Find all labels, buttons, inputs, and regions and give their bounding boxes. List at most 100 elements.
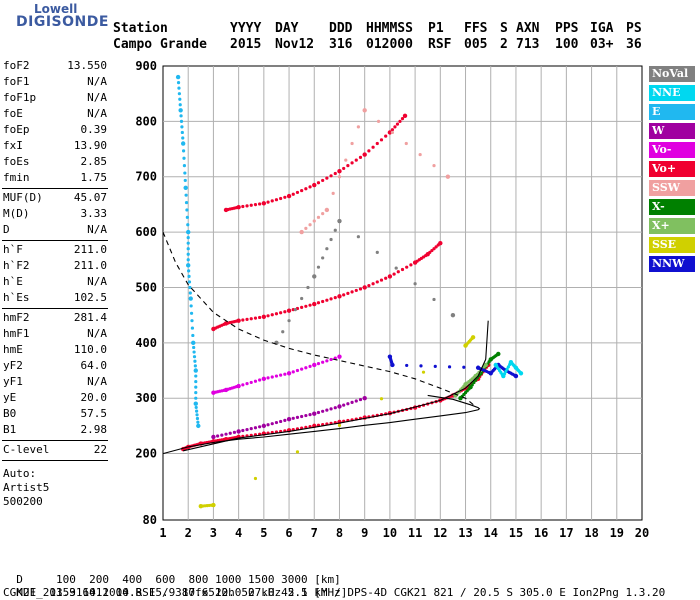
data-point <box>404 141 408 146</box>
data-point <box>321 299 325 304</box>
data-point <box>371 145 375 149</box>
data-point <box>270 199 274 203</box>
data-point <box>194 405 198 410</box>
data-point <box>181 136 185 140</box>
data-point <box>379 278 384 282</box>
data-point <box>188 291 192 295</box>
data-point <box>185 215 189 219</box>
param-key: h`F <box>3 243 23 256</box>
param-key: C-level <box>3 443 50 456</box>
data-point <box>286 193 292 199</box>
data-point <box>253 316 258 320</box>
data-point <box>261 314 267 320</box>
data-point <box>220 433 224 437</box>
param-separator <box>2 188 108 189</box>
x-tick-label: 1 <box>159 526 166 540</box>
data-point <box>236 318 241 323</box>
param-value: N/A <box>87 327 107 340</box>
data-point <box>379 397 384 401</box>
data-point <box>187 280 192 284</box>
data-point <box>190 326 195 330</box>
param-row: foF1 N/A <box>3 75 107 91</box>
data-point <box>196 420 200 424</box>
legend-item: W <box>649 123 695 139</box>
data-point <box>395 122 400 126</box>
y-tick-label: 400 <box>135 336 157 350</box>
data-point <box>367 284 371 288</box>
param-row: foE N/A <box>3 107 107 123</box>
data-point <box>387 274 393 279</box>
electron-density-profile <box>162 394 481 455</box>
data-point <box>428 250 432 254</box>
data-point <box>316 215 321 219</box>
param-value: 0.39 <box>80 123 108 136</box>
data-point <box>356 235 360 239</box>
data-point <box>300 367 304 371</box>
data-point <box>354 288 358 293</box>
data-point <box>270 422 274 426</box>
data-point <box>438 240 443 246</box>
x-tick-label: 10 <box>383 526 397 540</box>
data-point <box>329 357 333 362</box>
data-point <box>253 202 258 207</box>
header-col-value: 2015 <box>230 37 262 52</box>
data-point <box>325 359 329 363</box>
data-point <box>375 280 379 284</box>
logo-lowell: Lowell <box>34 2 78 16</box>
param-value: N/A <box>87 275 107 288</box>
data-point <box>283 372 287 376</box>
data-point <box>279 373 283 377</box>
param-key: h`F2 <box>3 259 30 272</box>
data-point <box>367 149 371 153</box>
data-point <box>384 276 388 280</box>
data-point <box>287 319 291 323</box>
data-point <box>433 364 437 368</box>
param-key: foF2 <box>3 59 30 72</box>
data-point <box>182 164 187 168</box>
distance-label: D <box>16 573 23 586</box>
header-col-label: PS <box>626 21 642 36</box>
header-col-value: 2 <box>500 37 508 52</box>
y-tick-label: 80 <box>143 513 157 527</box>
data-point <box>376 119 381 123</box>
data-point <box>337 354 342 359</box>
station-value: Campo Grande <box>113 37 207 52</box>
data-point <box>295 368 300 373</box>
data-point <box>270 375 274 379</box>
data-point <box>344 158 348 162</box>
data-point <box>258 315 262 320</box>
distance-values: 100 200 400 600 800 1000 1500 3000 [km] <box>56 573 341 586</box>
ionogram-chart: 1 2 3 4 5 6 7 8 9 10 11 12 13 14 15 16 17 18 19 20802003004… <box>135 59 649 540</box>
data-point <box>333 296 337 300</box>
x-tick-label: 8 <box>336 526 343 540</box>
data-point <box>261 423 267 429</box>
data-point <box>308 303 312 307</box>
data-point <box>337 168 342 174</box>
data-point <box>245 382 249 386</box>
muf-row: MUF 13.9 14.1 14.8 15.9 17.6 20.0 27.0 4… <box>3 573 347 599</box>
data-point <box>432 247 436 251</box>
data-point <box>175 74 181 80</box>
param-key: fxI <box>3 139 23 152</box>
param-row: D N/A <box>3 223 107 239</box>
y-tick-label: 200 <box>135 447 157 461</box>
data-point <box>245 427 249 432</box>
logo-digisonde: DIGISONDE <box>16 14 109 30</box>
param-value: 211.0 <box>73 243 107 256</box>
data-point <box>306 285 310 290</box>
data-point <box>300 188 304 193</box>
data-point <box>236 383 241 389</box>
data-point <box>418 152 422 157</box>
data-point <box>362 285 367 290</box>
header-col-label: AXN <box>516 21 540 36</box>
legend-item: Vo- <box>649 142 695 158</box>
header-col-value: 03+ <box>590 37 614 52</box>
series-Vo+ <box>223 113 408 213</box>
data-point <box>195 413 199 417</box>
data-point <box>191 340 196 346</box>
data-point <box>304 304 308 308</box>
data-point <box>236 204 241 210</box>
param-value: 64.0 <box>80 359 108 372</box>
data-point <box>286 308 292 313</box>
data-point <box>398 119 402 123</box>
